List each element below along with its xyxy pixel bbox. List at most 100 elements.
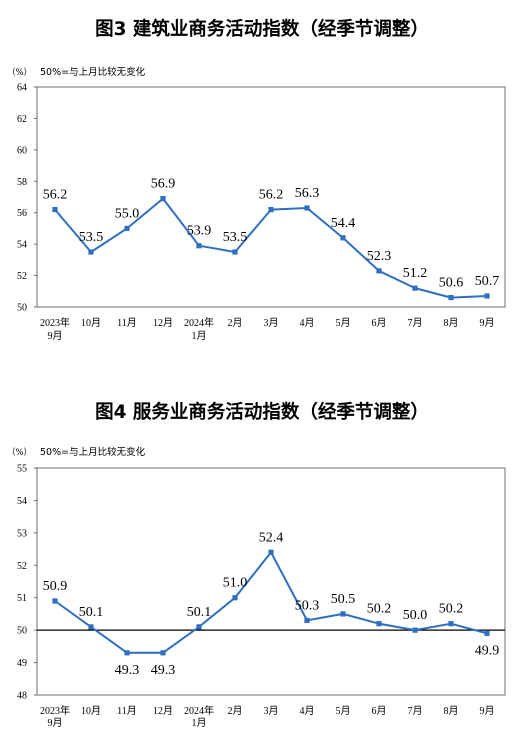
x-tick-label: 4月 — [300, 317, 315, 329]
y-tick-label: 64 — [17, 83, 27, 94]
data-label: 51.0 — [223, 576, 248, 591]
data-label: 50.9 — [43, 579, 68, 594]
chart-title: 图3 建筑业商务活动指数（经季节调整） — [95, 19, 429, 40]
plot-frame — [36, 86, 506, 308]
x-tick-label: 2月 — [228, 705, 243, 717]
data-point-marker — [484, 630, 490, 636]
data-point-marker — [52, 598, 58, 604]
data-point-marker — [412, 285, 418, 291]
data-label: 49.3 — [151, 663, 176, 678]
x-tick-label: 2023年 — [40, 316, 70, 329]
y-tick-label: 56 — [17, 208, 27, 219]
data-point-marker — [304, 205, 310, 211]
x-tick-label: 8月 — [444, 317, 459, 329]
x-tick-label: 3月 — [264, 317, 279, 329]
data-point-marker — [124, 650, 130, 656]
data-label: 50.1 — [187, 605, 212, 620]
data-label: 50.3 — [295, 598, 320, 613]
x-tick-label: 10月 — [81, 317, 101, 329]
data-label: 49.9 — [475, 643, 500, 658]
data-point-marker — [124, 225, 130, 232]
x-tick-label: 4月 — [300, 705, 315, 717]
x-tick-label: 7月 — [408, 317, 423, 329]
data-label: 54.4 — [331, 216, 356, 231]
data-label: 55.0 — [115, 206, 140, 221]
y-tick-label: 50 — [17, 303, 27, 314]
data-point-marker — [376, 268, 382, 274]
data-point-marker — [340, 235, 346, 241]
data-label: 50.6 — [439, 276, 464, 291]
y-tick-label: 62 — [17, 114, 27, 125]
data-point-marker — [232, 249, 238, 255]
data-label: 53.9 — [187, 224, 212, 239]
construction-index-plot: （%） 50%=与上月比较无变化 50525456586062642023年9月… — [7, 66, 506, 342]
data-label: 52.4 — [259, 530, 284, 545]
data-point-marker — [376, 621, 382, 627]
data-point-marker — [160, 195, 166, 202]
data-label: 50.2 — [367, 602, 392, 617]
x-tick-label: 9月 — [480, 705, 495, 717]
plot-frame — [36, 467, 506, 696]
chart-annotation: 50%=与上月比较无变化 — [40, 66, 146, 78]
y-tick-label: 54 — [17, 496, 27, 507]
data-label: 56.3 — [295, 186, 320, 201]
x-tick-label: 9月 — [48, 330, 63, 342]
y-tick-label: 50 — [17, 626, 27, 637]
services-index-plot: （%） 50%=与上月比较无变化 48495051525354552023年9月… — [7, 446, 506, 729]
data-point-marker — [484, 293, 490, 299]
data-point-marker — [52, 206, 58, 213]
y-unit-label: （%） — [7, 67, 32, 78]
data-label: 56.2 — [43, 188, 68, 203]
y-tick-label: 53 — [17, 528, 27, 539]
x-tick-label: 9月 — [480, 317, 495, 329]
data-label: 50.0 — [403, 608, 428, 623]
x-tick-label: 6月 — [372, 317, 387, 329]
y-tick-label: 48 — [17, 691, 27, 702]
y-tick-label: 52 — [17, 271, 27, 282]
x-tick-label: 2023年 — [40, 704, 70, 717]
x-tick-label: 8月 — [444, 705, 459, 717]
data-point-marker — [268, 206, 274, 213]
data-label: 53.5 — [223, 230, 248, 245]
data-label: 50.2 — [439, 602, 464, 617]
data-label: 50.7 — [475, 274, 500, 289]
chart-title: 图4 服务业商务活动指数（经季节调整） — [95, 402, 429, 423]
x-tick-label: 5月 — [336, 317, 351, 329]
data-point-marker — [412, 627, 418, 633]
data-point-marker — [448, 621, 454, 627]
x-tick-label: 9月 — [48, 717, 63, 729]
x-tick-label: 6月 — [372, 705, 387, 717]
data-point-marker — [448, 294, 454, 301]
data-label: 50.1 — [79, 605, 104, 620]
x-tick-label: 12月 — [153, 317, 173, 329]
x-tick-label: 2024年 — [184, 316, 214, 329]
data-point-marker — [88, 249, 94, 255]
data-point-marker — [304, 617, 310, 624]
x-tick-label: 3月 — [264, 705, 279, 717]
y-tick-label: 52 — [17, 561, 27, 572]
x-tick-label: 11月 — [117, 317, 137, 329]
series-line — [54, 551, 488, 654]
data-point-marker — [88, 624, 94, 630]
x-tick-label: 12月 — [153, 705, 173, 717]
y-tick-label: 60 — [17, 145, 27, 156]
x-tick-label: 2024年 — [184, 704, 214, 717]
x-tick-label: 2月 — [228, 317, 243, 329]
x-tick-label: 1月 — [192, 330, 207, 342]
data-label: 56.2 — [259, 188, 284, 203]
y-tick-label: 54 — [17, 240, 27, 251]
y-unit-label: （%） — [7, 447, 32, 458]
x-tick-label: 7月 — [408, 705, 423, 717]
data-point-marker — [196, 243, 202, 249]
data-point-marker — [232, 595, 238, 601]
x-tick-label: 10月 — [81, 705, 101, 717]
data-point-marker — [340, 611, 346, 617]
x-tick-label: 1月 — [192, 717, 207, 729]
data-label: 49.3 — [115, 663, 140, 678]
data-label: 51.2 — [403, 266, 428, 281]
data-point-marker — [268, 549, 274, 555]
y-tick-label: 58 — [17, 177, 27, 188]
